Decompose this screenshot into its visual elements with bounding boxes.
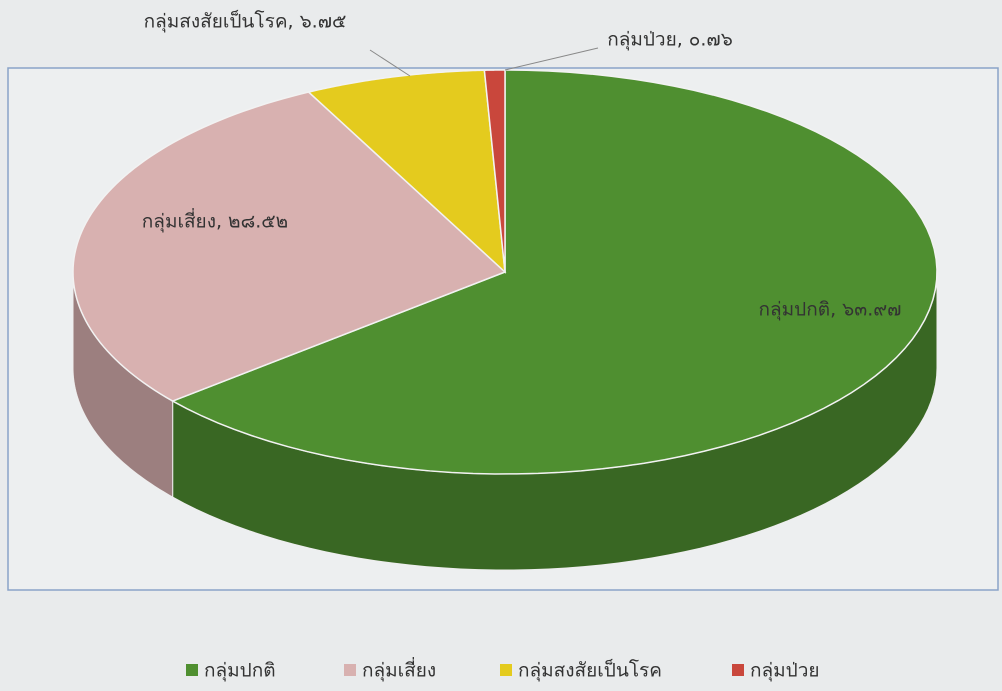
slice [170,69,938,475]
leader-line [369,49,411,77]
slice [307,69,506,274]
legend-swatch [500,664,512,676]
legend-label: กลุ่มปกติ [204,660,276,683]
slice [483,69,506,273]
data-label: กลุ่มเสี่ยง, ๒๘.๕๒ [142,208,288,234]
slice [72,91,507,402]
data-label: กลุ่มปกติ, ๖๓.๙๗ [759,299,902,322]
data-label: กลุ่มสงสัยเป็นโรค, ๖.๗๕ [144,9,347,34]
legend-label: กลุ่มสงสัยเป็นโรค [518,658,662,683]
legend-swatch [732,664,744,676]
data-label: กลุ่มป่วย, ๐.๗๖ [607,29,733,52]
legend-label: กลุ่มป่วย [750,660,820,683]
legend-label: กลุ่มเสี่ยง [362,657,436,683]
legend-swatch [186,664,198,676]
leader-line [504,47,599,71]
legend-swatch [344,664,356,676]
